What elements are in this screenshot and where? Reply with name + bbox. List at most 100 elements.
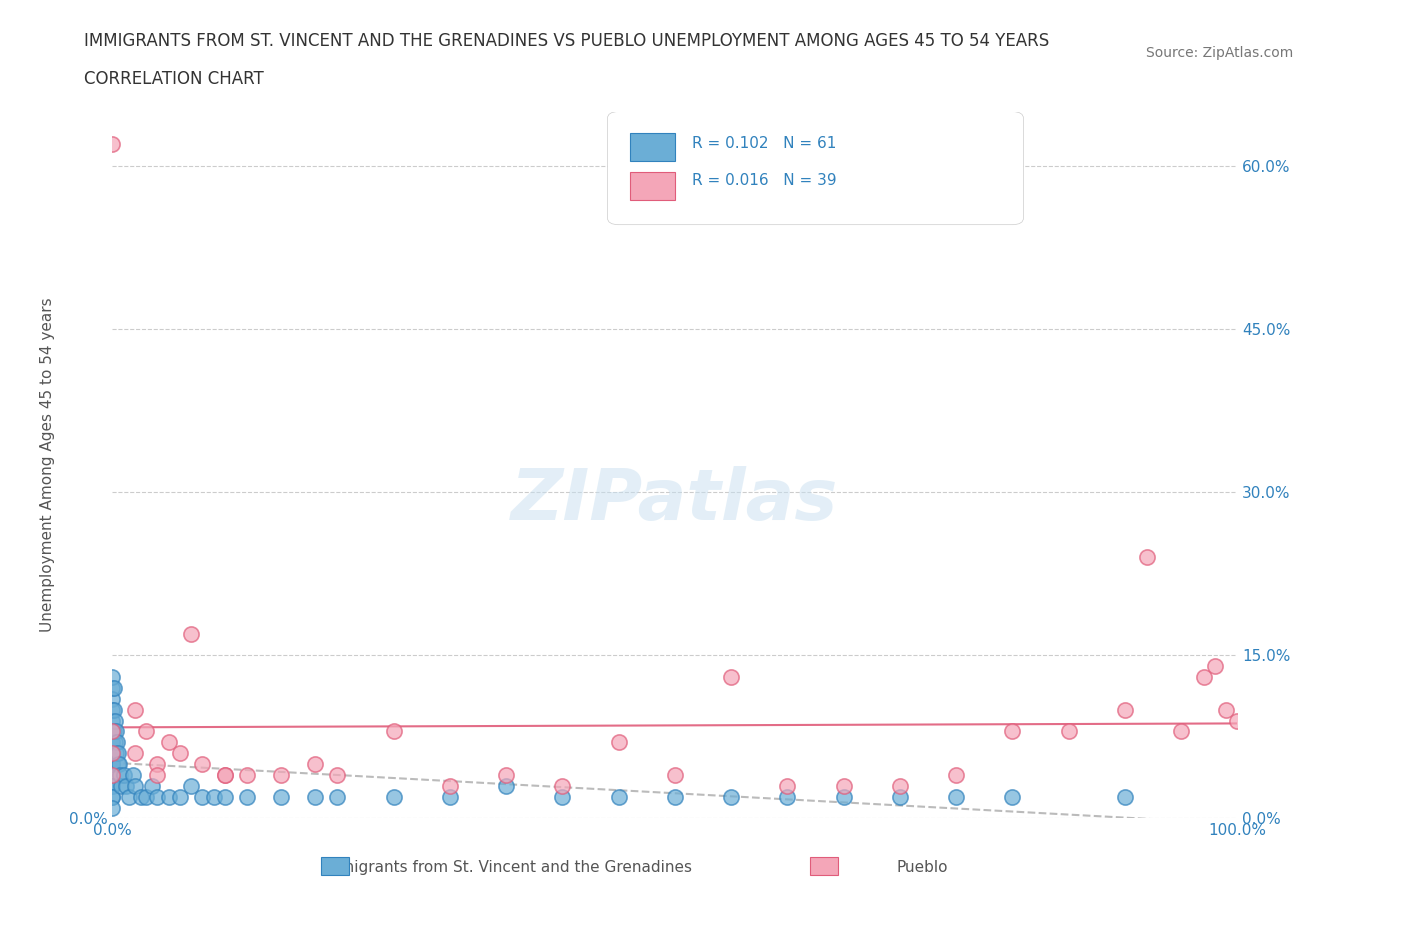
Point [720, 670, 742, 684]
Point [326, 767, 349, 782]
Point [103, 724, 125, 738]
Point [439, 790, 461, 804]
Point [135, 724, 157, 738]
Point [110, 778, 132, 793]
Point [101, 767, 124, 782]
Point [607, 790, 630, 804]
Point [101, 800, 124, 815]
Point [304, 757, 326, 772]
Point [108, 757, 131, 772]
Point [495, 778, 517, 793]
Point [104, 713, 127, 728]
Point [720, 790, 742, 804]
Point [495, 767, 517, 782]
Point [270, 790, 292, 804]
Point [101, 691, 124, 706]
Point [270, 767, 292, 782]
Point [551, 778, 574, 793]
Point [1192, 670, 1215, 684]
Point [115, 778, 138, 793]
Point [157, 790, 180, 804]
Point [1114, 702, 1136, 717]
Point [236, 767, 259, 782]
Point [202, 790, 225, 804]
Point [104, 746, 127, 761]
Point [1057, 724, 1080, 738]
Point [169, 746, 191, 761]
Point [214, 767, 236, 782]
Text: Source: ZipAtlas.com: Source: ZipAtlas.com [1146, 46, 1294, 60]
Point [832, 790, 855, 804]
Point [101, 778, 124, 793]
Point [146, 757, 169, 772]
Point [101, 137, 124, 152]
Point [101, 790, 124, 804]
Point [169, 790, 191, 804]
Point [439, 778, 461, 793]
Point [607, 735, 630, 750]
Text: Immigrants from St. Vincent and the Grenadines: Immigrants from St. Vincent and the Gren… [321, 860, 692, 875]
Text: Pueblo: Pueblo [897, 860, 948, 875]
Point [664, 767, 686, 782]
Point [146, 790, 169, 804]
Point [107, 746, 129, 761]
Text: R = 0.102   N = 61: R = 0.102 N = 61 [692, 136, 837, 151]
Point [121, 767, 143, 782]
Point [157, 735, 180, 750]
Point [103, 681, 125, 696]
Point [889, 790, 911, 804]
Point [101, 767, 124, 782]
Point [832, 778, 855, 793]
Point [101, 746, 124, 761]
Point [135, 790, 157, 804]
Point [214, 767, 236, 782]
Point [326, 790, 349, 804]
Point [141, 778, 163, 793]
Point [551, 790, 574, 804]
FancyBboxPatch shape [321, 857, 349, 875]
Point [776, 778, 799, 793]
Point [945, 790, 967, 804]
Point [1136, 550, 1159, 565]
Point [101, 790, 124, 804]
Point [101, 724, 124, 738]
Point [945, 767, 967, 782]
Point [191, 790, 214, 804]
Point [101, 735, 124, 750]
Point [304, 790, 326, 804]
Point [104, 724, 127, 738]
Point [180, 778, 202, 793]
Point [1215, 702, 1237, 717]
Point [124, 746, 146, 761]
Text: R = 0.016   N = 39: R = 0.016 N = 39 [692, 173, 837, 189]
Point [101, 702, 124, 717]
Point [214, 790, 236, 804]
Point [101, 757, 124, 772]
Point [103, 702, 125, 717]
FancyBboxPatch shape [630, 172, 675, 200]
FancyBboxPatch shape [607, 112, 1024, 225]
Point [236, 790, 259, 804]
Point [104, 735, 127, 750]
Point [776, 790, 799, 804]
Point [382, 790, 405, 804]
Point [105, 735, 128, 750]
Point [101, 713, 124, 728]
Point [1001, 724, 1024, 738]
Point [124, 702, 146, 717]
Y-axis label: Unemployment Among Ages 45 to 54 years: Unemployment Among Ages 45 to 54 years [39, 298, 55, 632]
FancyBboxPatch shape [810, 857, 838, 875]
Point [112, 767, 135, 782]
Point [1001, 790, 1024, 804]
Point [101, 778, 124, 793]
Point [124, 778, 146, 793]
Point [1170, 724, 1192, 738]
Point [107, 757, 129, 772]
Point [129, 790, 152, 804]
Point [1226, 713, 1249, 728]
Point [191, 757, 214, 772]
Point [101, 681, 124, 696]
Point [101, 746, 124, 761]
Point [889, 778, 911, 793]
Point [664, 790, 686, 804]
